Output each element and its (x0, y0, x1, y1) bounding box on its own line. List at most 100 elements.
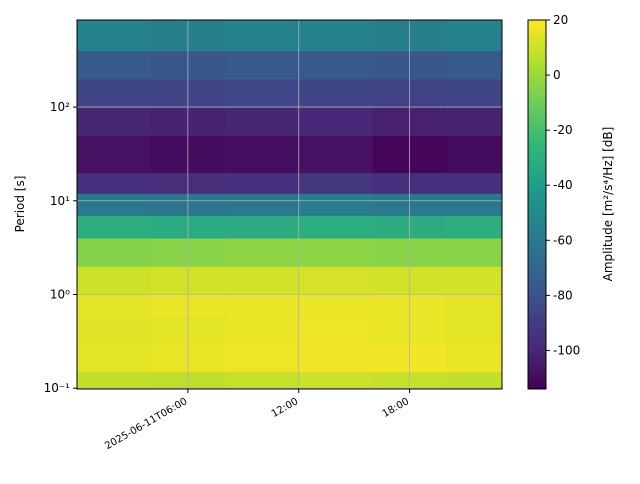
heatmap-cell (77, 107, 152, 136)
colorbar-step (528, 189, 546, 193)
colorbar-step (528, 59, 546, 64)
x-tick-label: 12:00 (270, 396, 300, 420)
colorbar-step (528, 149, 546, 153)
colorbar-step (528, 293, 546, 298)
heatmap-cell (446, 266, 503, 295)
colorbar-step (528, 305, 546, 310)
colorbar-step (528, 333, 546, 338)
colorbar-step (528, 161, 546, 166)
colorbar-step (528, 109, 546, 113)
heatmap-cell (224, 20, 300, 52)
colorbar-tick-label: -100 (553, 343, 580, 357)
colorbar-step (528, 284, 546, 289)
colorbar-step (528, 72, 546, 76)
colorbar-step (528, 315, 546, 319)
colorbar-step (528, 195, 546, 199)
colorbar-step (528, 266, 546, 270)
colorbar-step (528, 299, 546, 304)
heatmap-cell (224, 215, 300, 239)
colorbar-step (528, 133, 546, 138)
colorbar-step (528, 367, 546, 372)
colorbar-step (528, 121, 546, 126)
colorbar-step (528, 302, 546, 307)
heatmap-cell (77, 172, 152, 194)
colorbar-step (528, 247, 546, 252)
heatmap-cell (224, 50, 300, 80)
heatmap-cell (224, 294, 300, 316)
heatmap-cell (446, 238, 503, 267)
heatmap-cell (77, 78, 152, 108)
colorbar-step (528, 146, 546, 150)
heatmap-cell (224, 315, 300, 344)
colorbar-step (528, 127, 546, 132)
colorbar-tick-label: -40 (553, 178, 573, 192)
colorbar-step (528, 158, 546, 162)
colorbar-step (528, 238, 546, 242)
colorbar-step (528, 176, 546, 181)
colorbar-step (528, 216, 546, 221)
colorbar-step (528, 281, 546, 285)
colorbar-step (528, 330, 546, 335)
colorbar-step (528, 50, 546, 55)
colorbar-step (528, 345, 546, 350)
heatmap-cell (298, 294, 374, 316)
x-tick-label: 2025-06-11T06:00 (103, 396, 189, 452)
colorbar-step (528, 186, 546, 190)
colorbar-step (528, 272, 546, 276)
heatmap-cell (77, 215, 152, 239)
y-axis-label: Period [s] (13, 176, 27, 233)
colorbar-step (528, 226, 546, 230)
colorbar-step (528, 382, 546, 387)
colorbar-step (528, 376, 546, 381)
colorbar-step (528, 287, 546, 292)
heatmap-cell (298, 193, 374, 216)
heatmap-cell (446, 343, 503, 373)
colorbar-step (528, 361, 546, 365)
heatmap-cell (77, 50, 152, 80)
colorbar-step (528, 278, 546, 282)
colorbar-step (528, 143, 546, 147)
colorbar-step (528, 244, 546, 249)
heatmap-cell (446, 50, 503, 80)
colorbar-step (528, 241, 546, 245)
colorbar-step (528, 235, 546, 239)
colorbar-step (528, 327, 546, 332)
colorbar-step (528, 336, 546, 341)
colorbar-step (528, 47, 546, 52)
colorbar-step (528, 155, 546, 159)
colorbar-step (528, 253, 546, 258)
heatmap-cell (298, 215, 374, 239)
colorbar-tick-label: 20 (553, 13, 568, 27)
colorbar-step (528, 201, 546, 205)
colorbar-step (528, 219, 546, 224)
colorbar-step (528, 103, 546, 107)
colorbar-step (528, 259, 546, 264)
colorbar-step (528, 309, 546, 313)
heatmap-cell (77, 266, 152, 295)
colorbar-step (528, 112, 546, 116)
heatmap-cell (298, 172, 374, 194)
colorbar-step (528, 90, 546, 95)
colorbar-step (528, 364, 546, 368)
y-tick-label: 10⁰ (50, 287, 70, 301)
colorbar-step (528, 35, 546, 39)
colorbar (528, 20, 546, 390)
colorbar-step (528, 222, 546, 227)
heatmap-cell (446, 107, 503, 136)
colorbar-step (528, 339, 546, 344)
colorbar-step (528, 192, 546, 196)
x-tick-label: 18:00 (381, 396, 411, 420)
heatmap-cell (446, 78, 503, 108)
colorbar-step (528, 342, 546, 347)
colorbar-step (528, 373, 546, 378)
colorbar-step (528, 173, 546, 178)
colorbar-step (528, 124, 546, 129)
colorbar-step (528, 53, 546, 58)
heatmap-cell (77, 193, 152, 216)
heatmap-cell (446, 172, 503, 194)
heatmap-cell (298, 343, 374, 373)
colorbar-step (528, 139, 546, 144)
colorbar-step (528, 210, 546, 215)
colorbar-step (528, 349, 546, 353)
y-tick-label: 10⁻¹ (44, 381, 71, 395)
